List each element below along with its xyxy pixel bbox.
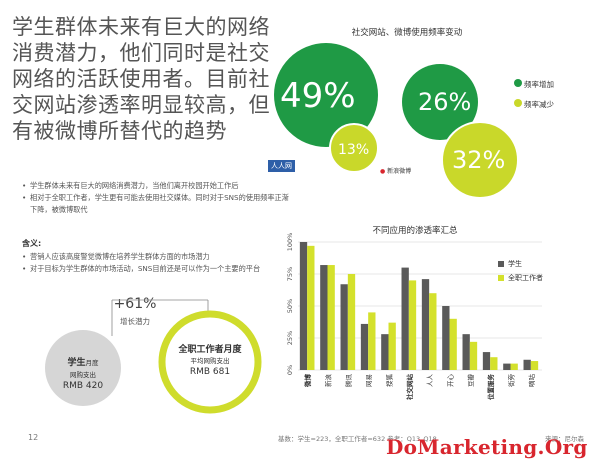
- brand-watermark: DoMarketing.Org: [386, 435, 588, 459]
- bar-student: [320, 265, 328, 370]
- bullet-list: 学生群体未来有巨大的网络消费潜力，当他们离开校园开始工作后 相对于全职工作者，学…: [22, 180, 290, 216]
- x-tick-label: 社交网站: [405, 374, 414, 401]
- legend-label: 学生: [508, 259, 522, 268]
- bar-worker: [388, 322, 396, 370]
- y-tick-label: 25%: [286, 331, 294, 345]
- bar-student: [442, 306, 450, 370]
- source-credit: 来源：尼尔森: [545, 435, 584, 443]
- implication-item: 对于目标为学生群体的市场活动，SNS目前还是可以作为一个主要的平台: [22, 263, 290, 275]
- weibo-logo-text: 新浪微博: [387, 168, 412, 175]
- frequency-chart: [274, 43, 522, 199]
- bar-student: [381, 334, 389, 370]
- student-spend-circle: [45, 330, 121, 406]
- bar-student: [299, 242, 308, 370]
- page-number: 12: [28, 433, 39, 442]
- legend-label: 全职工作者: [508, 273, 543, 282]
- worker-amount: RMB 681: [189, 367, 231, 377]
- bar-worker: [327, 265, 335, 370]
- bar-student: [421, 279, 430, 370]
- weibo-decrease-circle: [441, 121, 519, 199]
- x-tick-label: 豆瓣: [466, 374, 475, 388]
- bar-worker: [429, 293, 437, 370]
- implications-title: 含义:: [22, 239, 42, 248]
- implication-item: 营销人应该高度警觉微博在培养学生群体方面的市场潜力: [22, 251, 290, 263]
- penetration-bar-chart: 0% 25% 50% 75% 100% 微博 新浪 腾讯 网易 搜狐 社交网站 人人 开心 豆瓣 位置服务 街…: [286, 233, 543, 401]
- renren-logo: 人人网: [268, 160, 295, 172]
- y-tick-label: 100%: [286, 233, 294, 252]
- legend-decrease-label: 频率减少: [524, 100, 554, 109]
- student-title-suffix: 月度: [85, 359, 99, 367]
- chart1-title: 社交网站、微博使用频率变动: [351, 28, 463, 38]
- weibo-increase-circle: [402, 64, 478, 140]
- legend-increase-label: 频率增加: [524, 80, 554, 89]
- y-tick-label: 75%: [286, 267, 294, 281]
- bar-worker: [307, 245, 315, 370]
- bar-worker: [408, 280, 417, 370]
- legend-swatch: [498, 275, 504, 281]
- implications-list: 营销人应该高度警觉微博在培养学生群体方面的市场潜力 对于目标为学生群体的市场活动…: [22, 251, 290, 275]
- x-tick-label: 人人: [426, 374, 434, 388]
- x-tick-label: 新浪: [324, 374, 333, 388]
- source-note: 基数：学生=223，全职工作者=632 参考：Q13_Q18: [278, 435, 437, 443]
- weibo-logo-icon: ●: [380, 168, 386, 175]
- x-tick-label: 位置服务: [486, 374, 495, 401]
- bar-worker: [449, 318, 457, 370]
- worker-spend-circle: [158, 310, 262, 414]
- bar-student: [482, 352, 491, 370]
- bar-student: [401, 267, 409, 370]
- x-tick-label: 嘀咕: [527, 374, 536, 388]
- bar-student: [503, 363, 511, 370]
- x-tick-label: 开心: [447, 374, 455, 388]
- y-tick-label: 0%: [286, 365, 294, 375]
- student-sub: 网购支出: [70, 371, 96, 379]
- weibo-logo: ● 新浪微博: [380, 166, 411, 175]
- bar-worker: [469, 341, 478, 370]
- chart2-title: 不同应用的渗透率汇总: [372, 226, 458, 236]
- bullet-item: 学生群体未来有巨大的网络消费潜力，当他们离开校园开始工作后: [22, 180, 290, 192]
- sns-increase-value: 49%: [280, 76, 356, 116]
- bar-student: [462, 334, 470, 370]
- student-spend-label: 学生月度 网购支出 RMB 420: [45, 350, 121, 391]
- bar-student: [360, 323, 369, 370]
- worker-spend-label: 全职工作者月度 平均网购支出 RMB 681: [162, 342, 258, 377]
- growth-label: 增长潜力: [120, 317, 150, 326]
- bar-worker: [530, 361, 539, 370]
- x-tick-label: 微博: [303, 374, 312, 389]
- weibo-increase-value: 26%: [418, 88, 472, 116]
- student-title: 学生: [67, 358, 86, 368]
- y-tick-label: 50%: [286, 299, 294, 313]
- student-amount: RMB 420: [62, 381, 104, 391]
- sns-decrease-circle: [329, 123, 379, 173]
- legend-swatch: [498, 261, 504, 267]
- worker-sub: 平均网购支出: [190, 357, 230, 365]
- x-tick-label: 腾讯: [344, 374, 353, 388]
- x-tick-label: 搜狐: [385, 374, 394, 388]
- bar-student: [523, 359, 531, 370]
- x-tick-label: 网易: [365, 374, 373, 387]
- legend-swatch-decrease: [514, 99, 522, 107]
- worker-title: 全职工作者月度: [178, 345, 242, 355]
- bar-worker: [368, 312, 376, 370]
- bar-worker: [347, 274, 356, 370]
- bar-worker: [490, 357, 498, 370]
- sns-increase-circle: [274, 43, 378, 147]
- bullet-item: 相对于全职工作者，学生更有可能去使用社交媒体。同时对于SNS的使用频率正渐下降，…: [22, 192, 290, 216]
- bar-worker: [510, 363, 518, 370]
- headline: 学生群体未来有巨大的网络消费潜力，他们同时是社交网络的活跃使用者。目前社交网站渗…: [12, 15, 270, 143]
- sns-decrease-value: 13%: [338, 142, 370, 158]
- legend-swatch-increase: [514, 79, 522, 87]
- x-tick-label: 街旁: [507, 374, 516, 388]
- bar-student: [340, 284, 348, 370]
- weibo-decrease-value: 32%: [452, 146, 506, 174]
